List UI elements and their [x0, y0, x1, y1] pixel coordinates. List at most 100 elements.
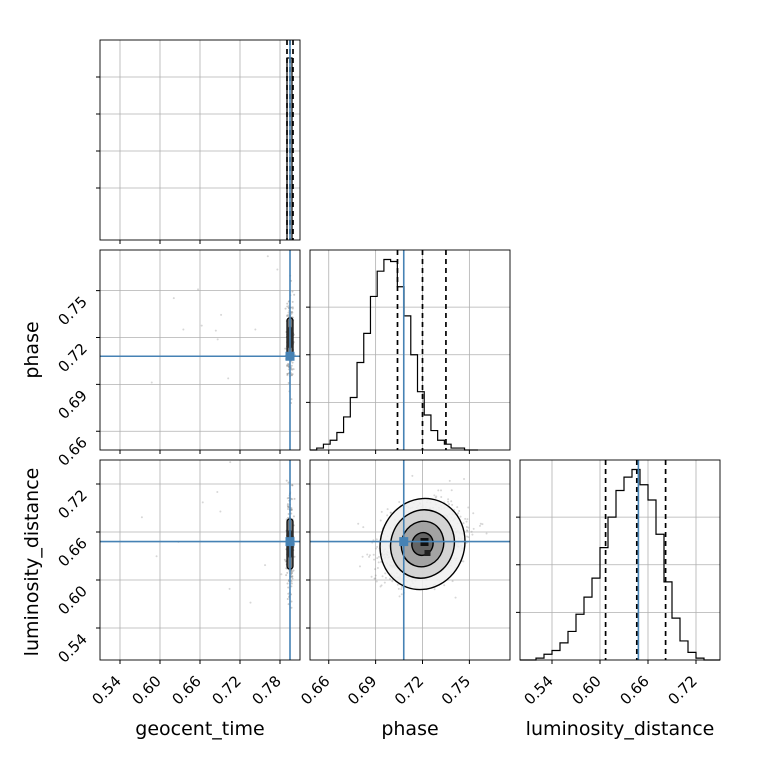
sample-point [472, 527, 475, 530]
contour-line [400, 520, 445, 568]
x-tick-label-phase: 0.66 [297, 672, 333, 708]
sample-point [466, 535, 469, 538]
x-tick-label-luminosity-distance: 0.54 [520, 672, 556, 708]
y-tick-label-luminosity-distance: 0.54 [54, 630, 90, 666]
sample-point [290, 367, 293, 370]
sample-point [285, 364, 288, 367]
x-axis-title-phase: phase [381, 718, 438, 740]
sample-point [182, 328, 185, 331]
sample-point [284, 307, 287, 310]
sample-point [398, 500, 401, 503]
sample-point [140, 516, 143, 519]
sample-point [366, 553, 369, 556]
sample-point [447, 500, 450, 503]
sample-point [290, 310, 293, 313]
x-tick-label-geocent-time: 0.60 [128, 672, 164, 708]
sample-point [373, 558, 376, 561]
sample-point [472, 512, 475, 515]
sample-point [458, 510, 461, 513]
density-peak [424, 550, 431, 556]
sample-point [291, 311, 294, 314]
sample-point [286, 497, 289, 500]
sample-point [290, 580, 293, 583]
sample-point [291, 498, 294, 501]
x-tick-label-geocent-time: 0.78 [248, 672, 284, 708]
sample-point [291, 484, 294, 487]
sample-point [440, 496, 443, 499]
y-axis-title-phase: phase [21, 321, 43, 378]
sample-point [216, 491, 219, 494]
sample-point [286, 374, 289, 377]
x-tick-label-phase: 0.75 [438, 672, 474, 708]
sample-point [285, 479, 288, 482]
sample-point [290, 248, 292, 250]
sample-point [380, 510, 383, 513]
sample-point [286, 582, 289, 585]
sample-point [456, 506, 459, 509]
sample-point [361, 555, 364, 558]
sample-point [290, 572, 293, 575]
sample-point [286, 372, 289, 375]
x-axis-title-luminosity-distance: luminosity_distance [526, 718, 715, 740]
sample-point [464, 517, 467, 520]
sample-point [485, 532, 488, 535]
sample-point [290, 508, 293, 511]
sample-point [286, 503, 289, 506]
sample-point [286, 372, 289, 375]
sample-point [447, 498, 450, 501]
sample-point [437, 489, 440, 492]
sample-point [376, 566, 379, 569]
sample-point [220, 313, 223, 316]
panel-phase-histogram [306, 249, 511, 454]
x-tick-label-geocent-time: 0.66 [168, 672, 204, 708]
y-axis-title-luminosity-distance: luminosity_distance [21, 468, 43, 657]
sample-point [380, 584, 383, 587]
sample-point [381, 575, 384, 578]
sample-point [435, 495, 438, 498]
sample-point [372, 553, 375, 556]
sample-point [155, 555, 158, 558]
sample-point [433, 588, 436, 591]
sample-point [264, 564, 267, 567]
sample-point [450, 489, 453, 492]
contour-line [389, 509, 456, 579]
panel-frame [309, 459, 511, 661]
sample-point [376, 557, 379, 560]
sample-point [276, 268, 279, 271]
sample-point [286, 315, 289, 318]
contour-line [411, 531, 434, 557]
sample-point [470, 530, 473, 533]
plot-area [357, 474, 488, 599]
sample-point [291, 306, 294, 309]
sample-point [389, 577, 392, 580]
sample-point [454, 596, 457, 599]
sample-point [286, 571, 289, 574]
sample-point [466, 518, 469, 521]
sample-point [467, 506, 470, 509]
sample-point [150, 381, 153, 384]
sample-point [362, 526, 365, 529]
panel-geocent-time-histogram [96, 39, 301, 244]
sample-point [286, 314, 289, 317]
sample-point [384, 572, 387, 575]
truth-marker [399, 537, 409, 547]
sample-point [287, 481, 290, 484]
sample-point [214, 329, 217, 332]
sample-point [375, 538, 378, 541]
sample-point [290, 600, 293, 603]
sample-point [290, 507, 293, 510]
sample-point [216, 338, 219, 341]
y-tick-label-phase: 0.69 [54, 386, 90, 422]
sample-point [229, 461, 232, 464]
sample-point [374, 574, 377, 577]
sample-point [254, 328, 257, 331]
sample-point [291, 484, 294, 487]
sample-point [280, 573, 283, 576]
sample-point [286, 302, 289, 305]
sample-point [286, 597, 289, 600]
sample-point [373, 577, 376, 580]
sample-point [287, 311, 290, 314]
sample-point [290, 585, 293, 588]
sample-point [462, 560, 465, 563]
sample-point [291, 570, 294, 573]
